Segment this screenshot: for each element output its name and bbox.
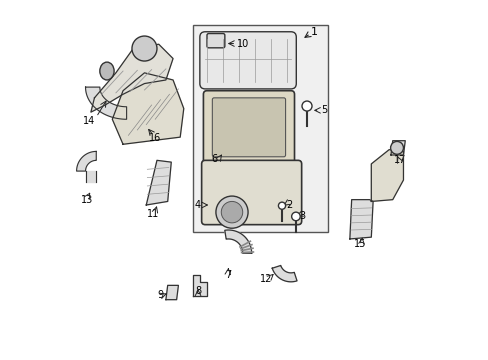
Text: 11: 11 (147, 209, 159, 219)
Circle shape (391, 143, 401, 153)
Text: 4: 4 (194, 200, 201, 210)
Circle shape (216, 196, 247, 228)
Text: 3: 3 (299, 211, 305, 221)
Bar (192, 24, 328, 232)
Circle shape (132, 36, 157, 61)
Polygon shape (77, 152, 96, 171)
Text: 13: 13 (81, 195, 93, 204)
Circle shape (221, 202, 242, 223)
Polygon shape (85, 87, 126, 119)
Text: 1: 1 (310, 27, 317, 37)
FancyBboxPatch shape (206, 33, 224, 48)
Polygon shape (390, 141, 405, 155)
Text: 5: 5 (321, 105, 327, 115)
Text: 17: 17 (393, 156, 405, 165)
Circle shape (278, 202, 285, 209)
FancyBboxPatch shape (212, 98, 285, 157)
Circle shape (302, 101, 311, 111)
Text: 12: 12 (259, 274, 271, 284)
Polygon shape (349, 200, 372, 239)
FancyBboxPatch shape (201, 160, 301, 225)
FancyBboxPatch shape (203, 91, 294, 164)
Text: 16: 16 (149, 133, 161, 143)
Text: 9: 9 (158, 291, 163, 300)
Polygon shape (91, 44, 173, 112)
Polygon shape (192, 275, 206, 296)
Circle shape (390, 141, 403, 154)
FancyBboxPatch shape (200, 32, 296, 89)
Polygon shape (112, 73, 183, 144)
Text: 6: 6 (211, 154, 217, 163)
Polygon shape (165, 285, 178, 300)
Polygon shape (224, 230, 251, 253)
Text: 10: 10 (237, 39, 249, 49)
Text: 14: 14 (83, 116, 95, 126)
Polygon shape (370, 150, 403, 202)
Circle shape (291, 212, 300, 221)
Text: 2: 2 (285, 200, 292, 210)
Text: 8: 8 (195, 287, 201, 296)
Polygon shape (272, 265, 296, 282)
Text: 7: 7 (224, 270, 231, 280)
Polygon shape (146, 160, 171, 205)
Text: 15: 15 (354, 239, 366, 249)
Ellipse shape (100, 62, 114, 80)
